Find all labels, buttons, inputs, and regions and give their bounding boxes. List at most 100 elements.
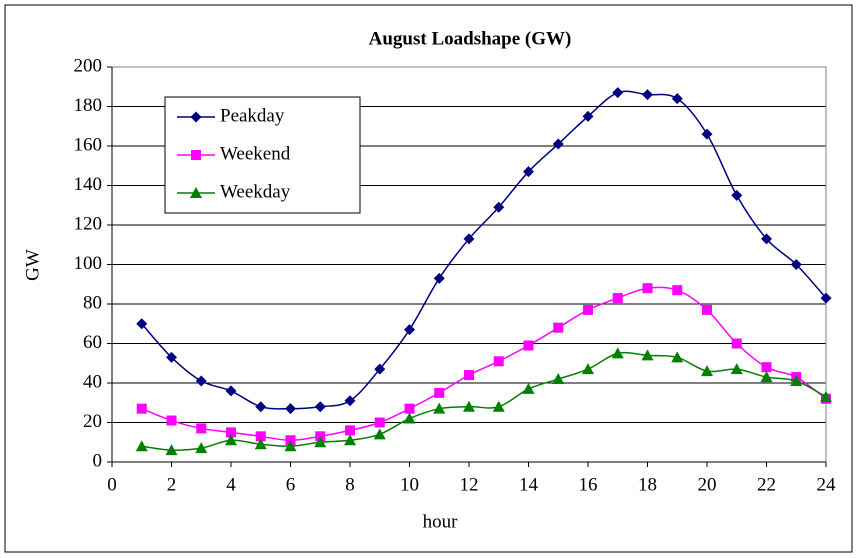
marker [255,401,267,413]
marker [612,293,623,304]
y-axis-label: GW [22,249,43,281]
marker [463,233,475,245]
marker [464,370,474,381]
chart-title: August Loadshape (GW) [369,28,572,49]
marker [255,431,266,442]
x-tick-label: 10 [400,474,419,495]
marker [702,304,712,315]
marker [761,362,772,373]
marker [701,365,713,377]
y-tick-label: 120 [74,213,103,234]
x-tick-label: 4 [226,474,236,495]
marker [492,400,505,412]
marker [314,436,327,448]
marker [136,403,147,414]
y-tick-label: 20 [83,411,102,432]
marker [701,128,713,140]
marker [731,338,742,349]
chart-border [4,4,853,553]
marker [642,89,653,101]
marker [642,283,653,294]
marker [611,347,624,359]
marker [671,93,683,105]
marker [523,340,534,351]
marker [493,201,505,213]
x-tick-label: 24 [817,474,837,495]
marker [761,233,772,245]
y-tick-label: 40 [83,371,102,392]
marker [612,87,624,99]
y-tick-label: 200 [74,55,103,76]
marker [373,428,386,440]
marker [820,390,832,402]
y-tick-label: 140 [74,174,103,195]
marker [136,318,148,330]
marker [374,363,386,375]
x-tick-label: 6 [286,474,296,495]
y-tick-label: 60 [83,332,102,353]
marker [672,285,683,296]
marker [583,304,593,315]
marker [790,259,802,270]
x-tick-label: 8 [345,474,355,495]
marker [760,371,773,383]
marker [820,292,832,304]
x-tick-label: 16 [579,474,598,495]
marker [226,427,236,438]
x-tick-label: 22 [757,474,776,495]
x-tick-label: 12 [460,474,479,495]
marker [582,110,594,122]
marker [135,440,148,452]
marker [404,324,415,336]
marker [344,434,356,446]
x-axis-label: hour [423,511,459,532]
marker [345,425,355,436]
marker [344,395,356,407]
legend-marker [190,111,202,123]
marker [552,138,564,150]
marker [552,373,565,385]
marker [493,356,504,367]
y-tick-label: 180 [74,95,103,116]
marker [582,363,594,375]
marker [790,375,803,387]
y-tick-label: 0 [93,450,103,471]
y-tick-label: 80 [83,292,102,313]
marker [671,351,684,363]
marker [730,363,743,375]
y-tick-label: 160 [74,134,103,155]
marker [374,417,385,428]
marker [404,403,415,414]
marker [522,382,535,394]
marker [165,444,178,456]
marker [463,400,475,412]
x-tick-label: 20 [698,474,717,495]
marker [403,412,416,424]
marker [433,272,445,284]
marker [195,375,207,387]
marker [225,434,237,446]
marker [225,385,237,397]
marker [434,387,445,398]
marker [433,402,446,414]
marker [284,440,297,452]
legend-label: Weekday [220,181,291,202]
marker [166,351,177,363]
marker [731,189,743,201]
x-tick-label: 2 [167,474,177,495]
legend-label: Weekend [220,143,291,164]
marker [166,415,177,426]
legend-marker [191,150,201,160]
marker [285,403,296,415]
marker [195,442,208,454]
marker [553,322,564,333]
legend-label: Peakday [220,105,285,126]
x-tick-label: 18 [638,474,657,495]
marker [523,166,534,178]
marker [254,438,267,450]
legend-marker [190,187,202,198]
marker [314,401,326,413]
y-tick-label: 100 [74,253,103,274]
x-tick-label: 0 [107,474,117,495]
